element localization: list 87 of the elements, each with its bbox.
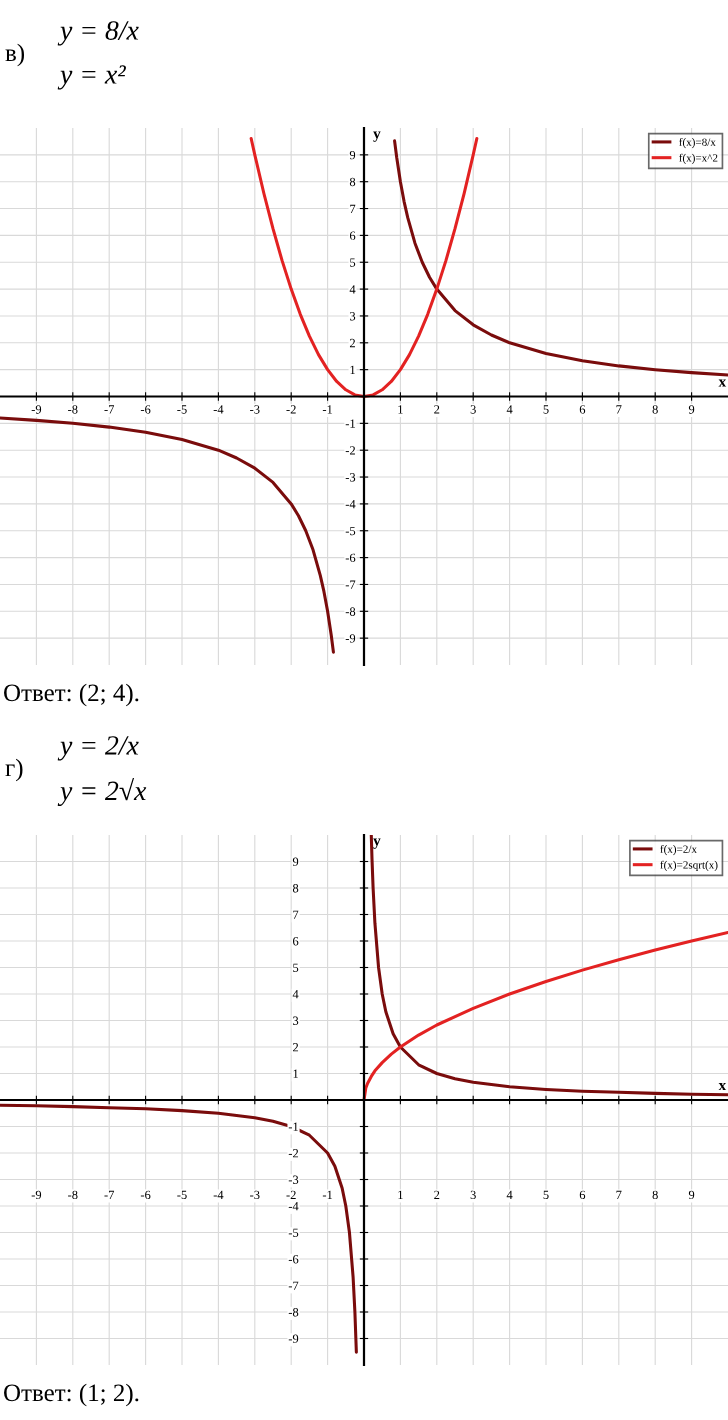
- y-tick-label: -8: [288, 1308, 299, 1317]
- y-tick-label: -2: [288, 1149, 299, 1158]
- x-tick-label: 3: [470, 405, 476, 414]
- line-series: [362, 930, 728, 1102]
- y-tick-label: -9: [288, 1334, 299, 1343]
- y-tick-label: 2: [293, 1043, 299, 1052]
- x-tick-label: -6: [140, 1190, 151, 1200]
- y-tick-label: -2: [345, 446, 355, 455]
- legend-label: f(x)=8/x: [679, 138, 716, 149]
- x-tick-label: 8: [652, 1190, 658, 1200]
- y-tick-label: 9: [292, 857, 299, 866]
- y-tick-label: 4: [349, 285, 356, 294]
- y-tick-label: 3: [293, 1016, 299, 1025]
- y-tick-label: 2: [349, 338, 355, 348]
- text: y = 2√x: [57, 778, 147, 806]
- y-tick-label: -5: [288, 1228, 299, 1237]
- x-tick-label: 9: [688, 1190, 695, 1200]
- text: y = 2/x: [57, 736, 139, 761]
- x-tick-label: -1: [322, 1190, 333, 1199]
- y-tick-label: -9: [345, 634, 356, 643]
- x-tick-label: 4: [506, 405, 513, 414]
- legend-label: f(x)=2/x: [660, 845, 697, 856]
- x-tick-label: 6: [579, 405, 586, 414]
- x-tick-label: 1: [398, 1190, 403, 1199]
- y-tick-label: -4: [345, 500, 356, 509]
- text: y = 8/x: [57, 21, 139, 46]
- y-tick-label: 6: [293, 937, 299, 946]
- x-tick-label: -8: [68, 1190, 78, 1200]
- x-tick-label: -8: [68, 405, 78, 414]
- x-tick-label: 8: [652, 405, 658, 414]
- x-tick-label: -4: [213, 1190, 224, 1199]
- x-tick-label: -3: [250, 405, 260, 414]
- x-tick-label: 3: [470, 1190, 476, 1200]
- y-axis-title: y: [373, 838, 381, 849]
- y-tick-label: -3: [345, 473, 356, 482]
- x-tick-label: 2: [434, 405, 440, 414]
- y-tick-label: -8: [345, 607, 356, 616]
- chart-title: г): [5, 758, 23, 782]
- x-tick-label: -4: [213, 405, 224, 414]
- x-tick-label: -9: [31, 405, 42, 414]
- y-tick-label: 1: [350, 365, 355, 374]
- text: y = x²: [57, 65, 126, 90]
- x-axis-title: x: [718, 379, 727, 387]
- y-tick-label: 7: [350, 204, 356, 213]
- x-tick-label: -5: [177, 1190, 187, 1200]
- x-tick-label: 7: [616, 405, 622, 414]
- legend-label: f(x)=2sqrt(x): [660, 860, 718, 871]
- y-tick-label: 4: [292, 990, 299, 999]
- x-tick-label: -9: [31, 1190, 42, 1200]
- y-tick-label: -4: [288, 1202, 299, 1211]
- y-tick-label: -3: [288, 1175, 299, 1184]
- y-tick-label: -6: [288, 1255, 299, 1264]
- y-axis-title: y: [373, 131, 381, 142]
- x-tick-label: -6: [140, 405, 151, 414]
- x-tick-label: 5: [543, 405, 549, 414]
- x-axis-title: x: [718, 1083, 727, 1091]
- x-tick-label: 2: [434, 1190, 440, 1199]
- y-tick-label: 1: [293, 1069, 298, 1078]
- y-tick-label: -5: [345, 526, 356, 536]
- x-tick-label: -7: [104, 405, 115, 414]
- y-tick-label: -1: [288, 1122, 298, 1131]
- y-tick-label: -1: [345, 419, 355, 428]
- y-tick-label: 9: [349, 150, 356, 160]
- legend-label: f(x)=x^2: [679, 153, 718, 164]
- text: Ответ: (2; 4).: [4, 683, 139, 707]
- y-tick-label: -7: [345, 580, 356, 589]
- y-tick-label: 7: [293, 910, 299, 919]
- x-tick-label: -1: [322, 405, 333, 414]
- y-tick-label: -7: [288, 1281, 299, 1290]
- x-tick-label: -3: [250, 1190, 260, 1200]
- x-tick-label: 6: [579, 1190, 586, 1200]
- x-tick-label: 1: [398, 405, 403, 414]
- x-tick-label: 5: [543, 1190, 549, 1200]
- y-tick-label: 3: [350, 312, 356, 321]
- x-tick-label: 4: [506, 1190, 513, 1199]
- y-tick-label: 5: [350, 258, 356, 267]
- y-tick-label: 8: [292, 884, 299, 893]
- text: Ответ: (1; 2).: [4, 1383, 139, 1407]
- x-tick-label: -7: [104, 1190, 115, 1199]
- y-tick-label: -6: [345, 553, 356, 563]
- x-tick-label: 7: [616, 1190, 622, 1199]
- x-tick-label: -5: [177, 405, 187, 414]
- x-tick-label: 9: [688, 405, 695, 414]
- chart-title: в): [5, 43, 25, 67]
- y-tick-label: 6: [349, 231, 356, 240]
- y-tick-label: 8: [349, 177, 356, 187]
- y-tick-label: 5: [293, 963, 299, 972]
